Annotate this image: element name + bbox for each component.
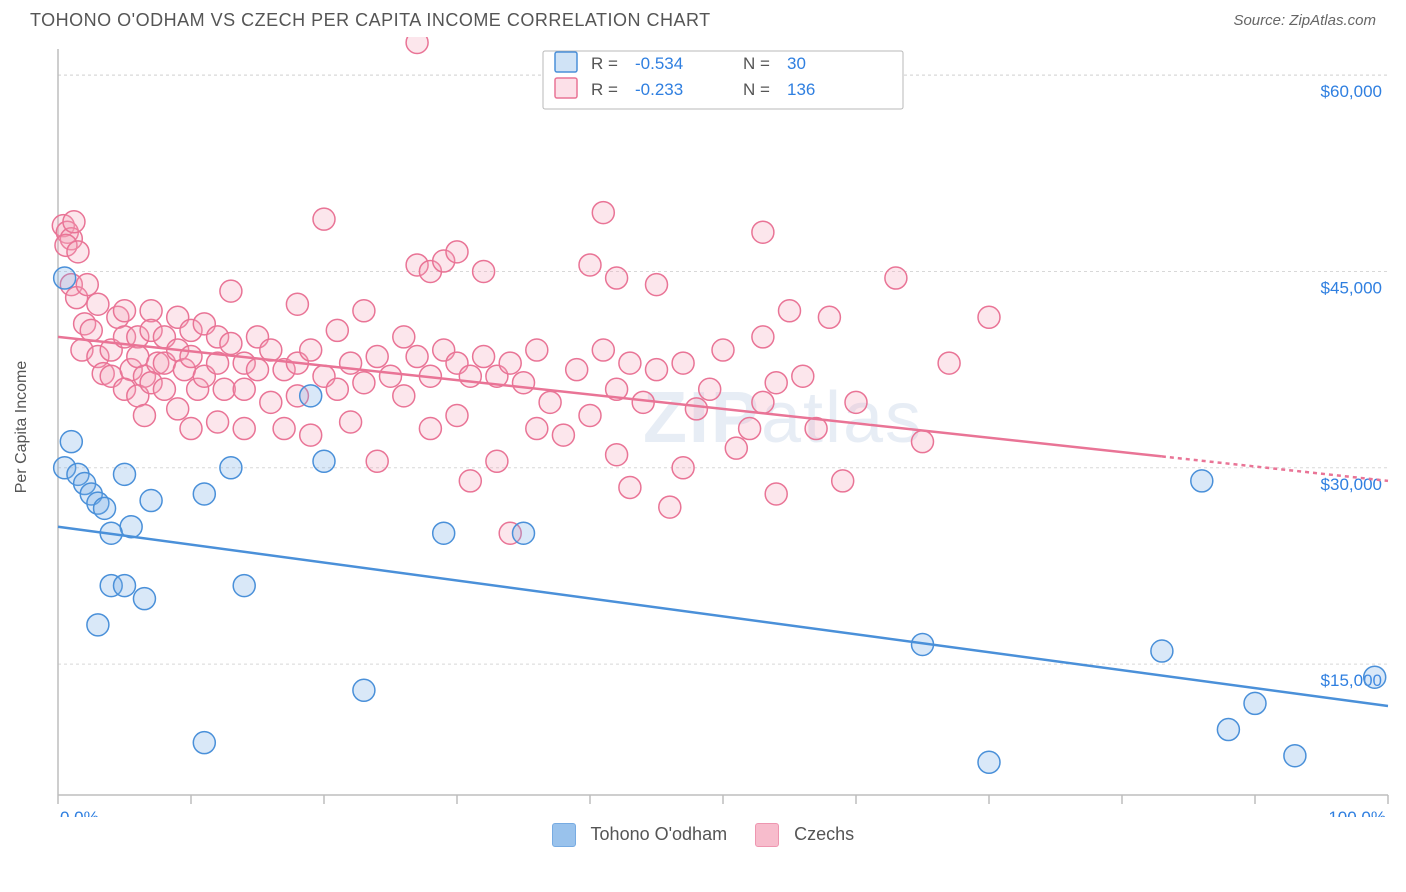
svg-text:$30,000: $30,000 bbox=[1321, 475, 1382, 494]
svg-text:N =: N = bbox=[743, 80, 770, 99]
legend-item-czech: Czechs bbox=[755, 823, 854, 847]
svg-text:-0.534: -0.534 bbox=[635, 54, 683, 73]
correlation-scatter-chart: $15,000$30,000$45,000$60,0000.0%100.0%ZI… bbox=[40, 37, 1390, 817]
legend-swatch-tohono bbox=[552, 823, 576, 847]
svg-text:100.0%: 100.0% bbox=[1328, 808, 1386, 817]
source-attribution: Source: ZipAtlas.com bbox=[1233, 12, 1376, 29]
y-axis-label: Per Capita Income bbox=[13, 361, 31, 494]
svg-text:R =: R = bbox=[591, 54, 618, 73]
svg-text:30: 30 bbox=[787, 54, 806, 73]
legend-label-tohono: Tohono O'odham bbox=[591, 824, 728, 844]
svg-text:0.0%: 0.0% bbox=[60, 808, 99, 817]
legend-swatch-czech bbox=[755, 823, 779, 847]
chart-title: TOHONO O'ODHAM VS CZECH PER CAPITA INCOM… bbox=[30, 10, 711, 31]
series-legend: Tohono O'odham Czechs bbox=[0, 823, 1406, 847]
legend-item-tohono: Tohono O'odham bbox=[552, 823, 727, 847]
svg-text:N =: N = bbox=[743, 54, 770, 73]
legend-label-czech: Czechs bbox=[794, 824, 854, 844]
svg-text:-0.233: -0.233 bbox=[635, 80, 683, 99]
svg-text:136: 136 bbox=[787, 80, 815, 99]
svg-text:$45,000: $45,000 bbox=[1321, 278, 1382, 297]
svg-text:$60,000: $60,000 bbox=[1321, 82, 1382, 101]
svg-text:R =: R = bbox=[591, 80, 618, 99]
